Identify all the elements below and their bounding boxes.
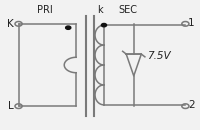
Text: SEC: SEC [118, 5, 137, 15]
Text: 2: 2 [188, 100, 195, 110]
Text: PRI: PRI [37, 5, 52, 15]
Text: k: k [97, 5, 103, 15]
Text: 1: 1 [188, 18, 195, 28]
Text: L: L [8, 101, 14, 111]
Circle shape [101, 23, 107, 27]
Circle shape [66, 26, 71, 29]
Text: K: K [7, 19, 14, 29]
Text: 7.5V: 7.5V [147, 51, 170, 61]
